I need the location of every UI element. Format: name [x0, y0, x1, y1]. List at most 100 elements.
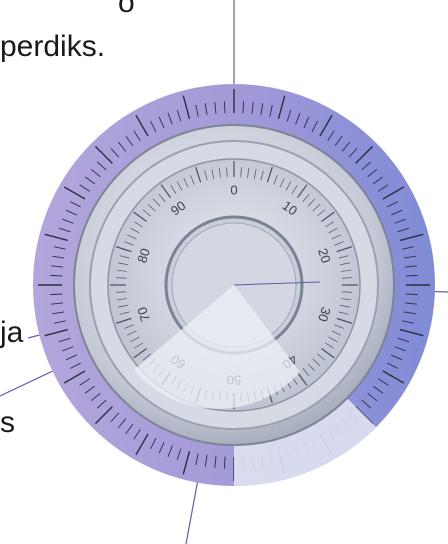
text-line-perdiks: perdiks.: [0, 30, 106, 63]
inner-tick: [338, 255, 349, 259]
inner-tick: [152, 198, 161, 207]
outer-tick: [167, 445, 173, 457]
outer-tick: [125, 135, 134, 147]
outer-tick: [110, 147, 120, 158]
outer-tick: [62, 346, 74, 352]
inner-tick: [116, 291, 127, 293]
inner-tick: [240, 167, 242, 178]
outer-tick: [390, 354, 403, 361]
outer-tick: [69, 201, 81, 208]
outer-tick: [195, 104, 199, 117]
inner-tick: [340, 304, 350, 308]
outer-tick: [378, 378, 389, 386]
outer-tick: [402, 320, 415, 324]
outer-tick: [397, 337, 410, 343]
text-fragment-s: s: [0, 406, 15, 439]
outer-tick: [394, 218, 406, 224]
outer-tick: [260, 103, 264, 116]
dial-number: 0: [230, 182, 237, 197]
outer-tick: [125, 423, 134, 435]
outer-tick: [361, 161, 372, 171]
outer-tick: [223, 456, 226, 469]
outer-tick: [390, 209, 403, 216]
outer-tick: [90, 168, 101, 178]
inner-tick: [158, 193, 166, 203]
inner-tick: [170, 185, 177, 195]
outer-tick: [334, 135, 343, 147]
outer-tick: [133, 130, 141, 141]
outer-tick: [195, 453, 199, 466]
inner-tick: [341, 269, 352, 272]
inner-tick: [115, 246, 132, 253]
inner-tick: [296, 372, 308, 386]
dial-number: 30: [315, 305, 334, 323]
outer-tick: [96, 161, 107, 171]
outer-tick: [52, 311, 65, 315]
outer-tick: [341, 141, 351, 152]
inner-tick: [334, 324, 344, 329]
dial-number: 70: [134, 305, 153, 323]
outer-tick: [405, 293, 418, 296]
outer-tick: [378, 184, 389, 192]
outer-tick: [367, 168, 378, 178]
outer-tick: [327, 130, 335, 141]
outer-tick: [182, 95, 191, 120]
outer-tick: [405, 274, 418, 277]
outer-tick: [69, 362, 81, 369]
inner-tick: [321, 211, 335, 223]
inner-tick: [115, 317, 132, 324]
outer-tick: [65, 209, 78, 216]
inner-tick: [260, 170, 264, 181]
inner-tick: [124, 241, 134, 246]
inner-tick: [341, 298, 352, 301]
outer-tick: [52, 255, 65, 259]
outer-tick: [53, 320, 66, 324]
outer-tick: [58, 227, 71, 233]
outer-tick: [44, 328, 69, 337]
inner-tick: [133, 347, 147, 359]
inner-tick: [134, 342, 144, 349]
inner-tick: [116, 277, 127, 279]
inner-tick: [134, 221, 144, 228]
inner-tick: [279, 178, 285, 188]
inner-tick: [336, 317, 353, 324]
outer-tick: [79, 184, 90, 192]
dial-number: 80: [134, 246, 153, 264]
outer-tick: [53, 246, 66, 250]
dial-number: 10: [280, 198, 301, 219]
inner-tick: [302, 193, 310, 203]
outer-tick: [158, 441, 165, 454]
outer-tick: [387, 362, 399, 369]
outer-tick: [319, 114, 333, 137]
inner-tick: [127, 234, 137, 240]
outer-tick: [348, 147, 358, 158]
outer-tick: [65, 354, 78, 361]
outer-tick: [277, 95, 286, 120]
outer-tick: [399, 328, 424, 337]
outer-tick: [158, 116, 165, 129]
outer-tick: [62, 218, 74, 224]
inner-tick: [204, 170, 208, 181]
outer-tick: [367, 392, 378, 402]
inner-tick: [334, 241, 344, 246]
outer-tick: [135, 433, 149, 456]
inner-tick: [291, 185, 298, 195]
inner-tick: [302, 367, 310, 377]
inner-tick: [226, 167, 228, 178]
inner-tick: [124, 324, 134, 329]
dial-number: 20: [315, 246, 334, 264]
outer-tick: [405, 302, 418, 305]
outer-tick: [94, 145, 113, 164]
outer-tick: [242, 101, 245, 114]
inner-tick: [321, 347, 335, 359]
inner-tick: [218, 167, 221, 178]
outer-tick: [295, 113, 301, 125]
fragment-text-top: o: [118, 0, 135, 19]
outer-tick: [382, 186, 405, 200]
outer-tick: [50, 265, 63, 268]
outer-tick: [382, 370, 405, 384]
inner-tick: [142, 353, 152, 361]
inner-tick: [273, 175, 278, 185]
inner-tick: [116, 269, 127, 272]
